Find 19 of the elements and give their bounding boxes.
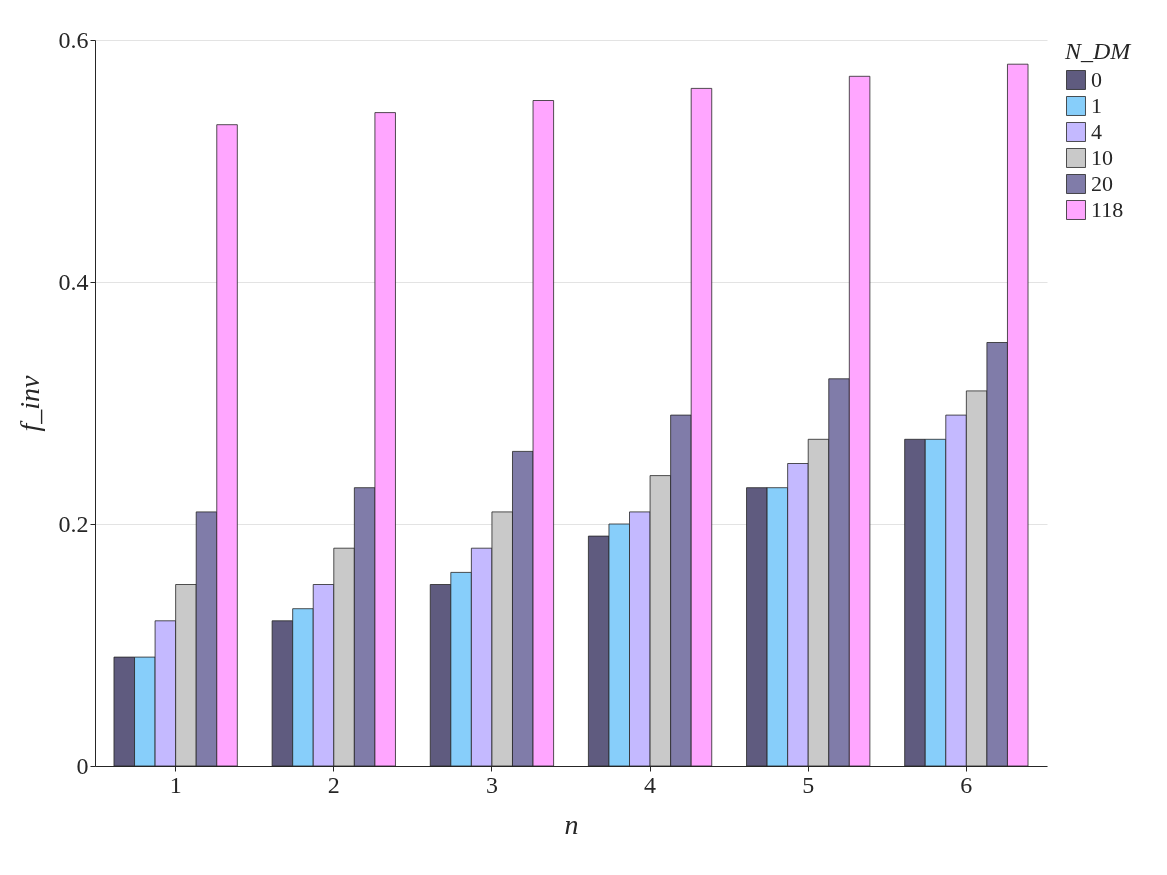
x-tick-label: 1: [169, 771, 182, 798]
legend-label: 118: [1091, 197, 1124, 222]
legend-label: 1: [1091, 93, 1102, 118]
y-tick-label: 0: [76, 752, 89, 779]
legend-label: 10: [1091, 145, 1113, 170]
x-tick-label: 4: [644, 771, 657, 798]
y-axis-title: f_inv: [13, 374, 45, 432]
y-tick-label: 0.6: [58, 26, 89, 53]
x-tick-label: 3: [485, 771, 498, 798]
x-tick-label: 5: [802, 771, 815, 798]
legend-label: 4: [1091, 119, 1102, 144]
x-tick-label: 6: [960, 771, 973, 798]
y-tick-label: 0.4: [58, 268, 89, 295]
legend-label: 0: [1091, 67, 1102, 92]
x-tick-label: 2: [327, 771, 340, 798]
legend-label: 20: [1091, 171, 1113, 196]
x-axis-title: n: [564, 808, 579, 840]
y-tick-label: 0.2: [58, 510, 89, 537]
legend-title: N_DM: [1064, 38, 1133, 64]
